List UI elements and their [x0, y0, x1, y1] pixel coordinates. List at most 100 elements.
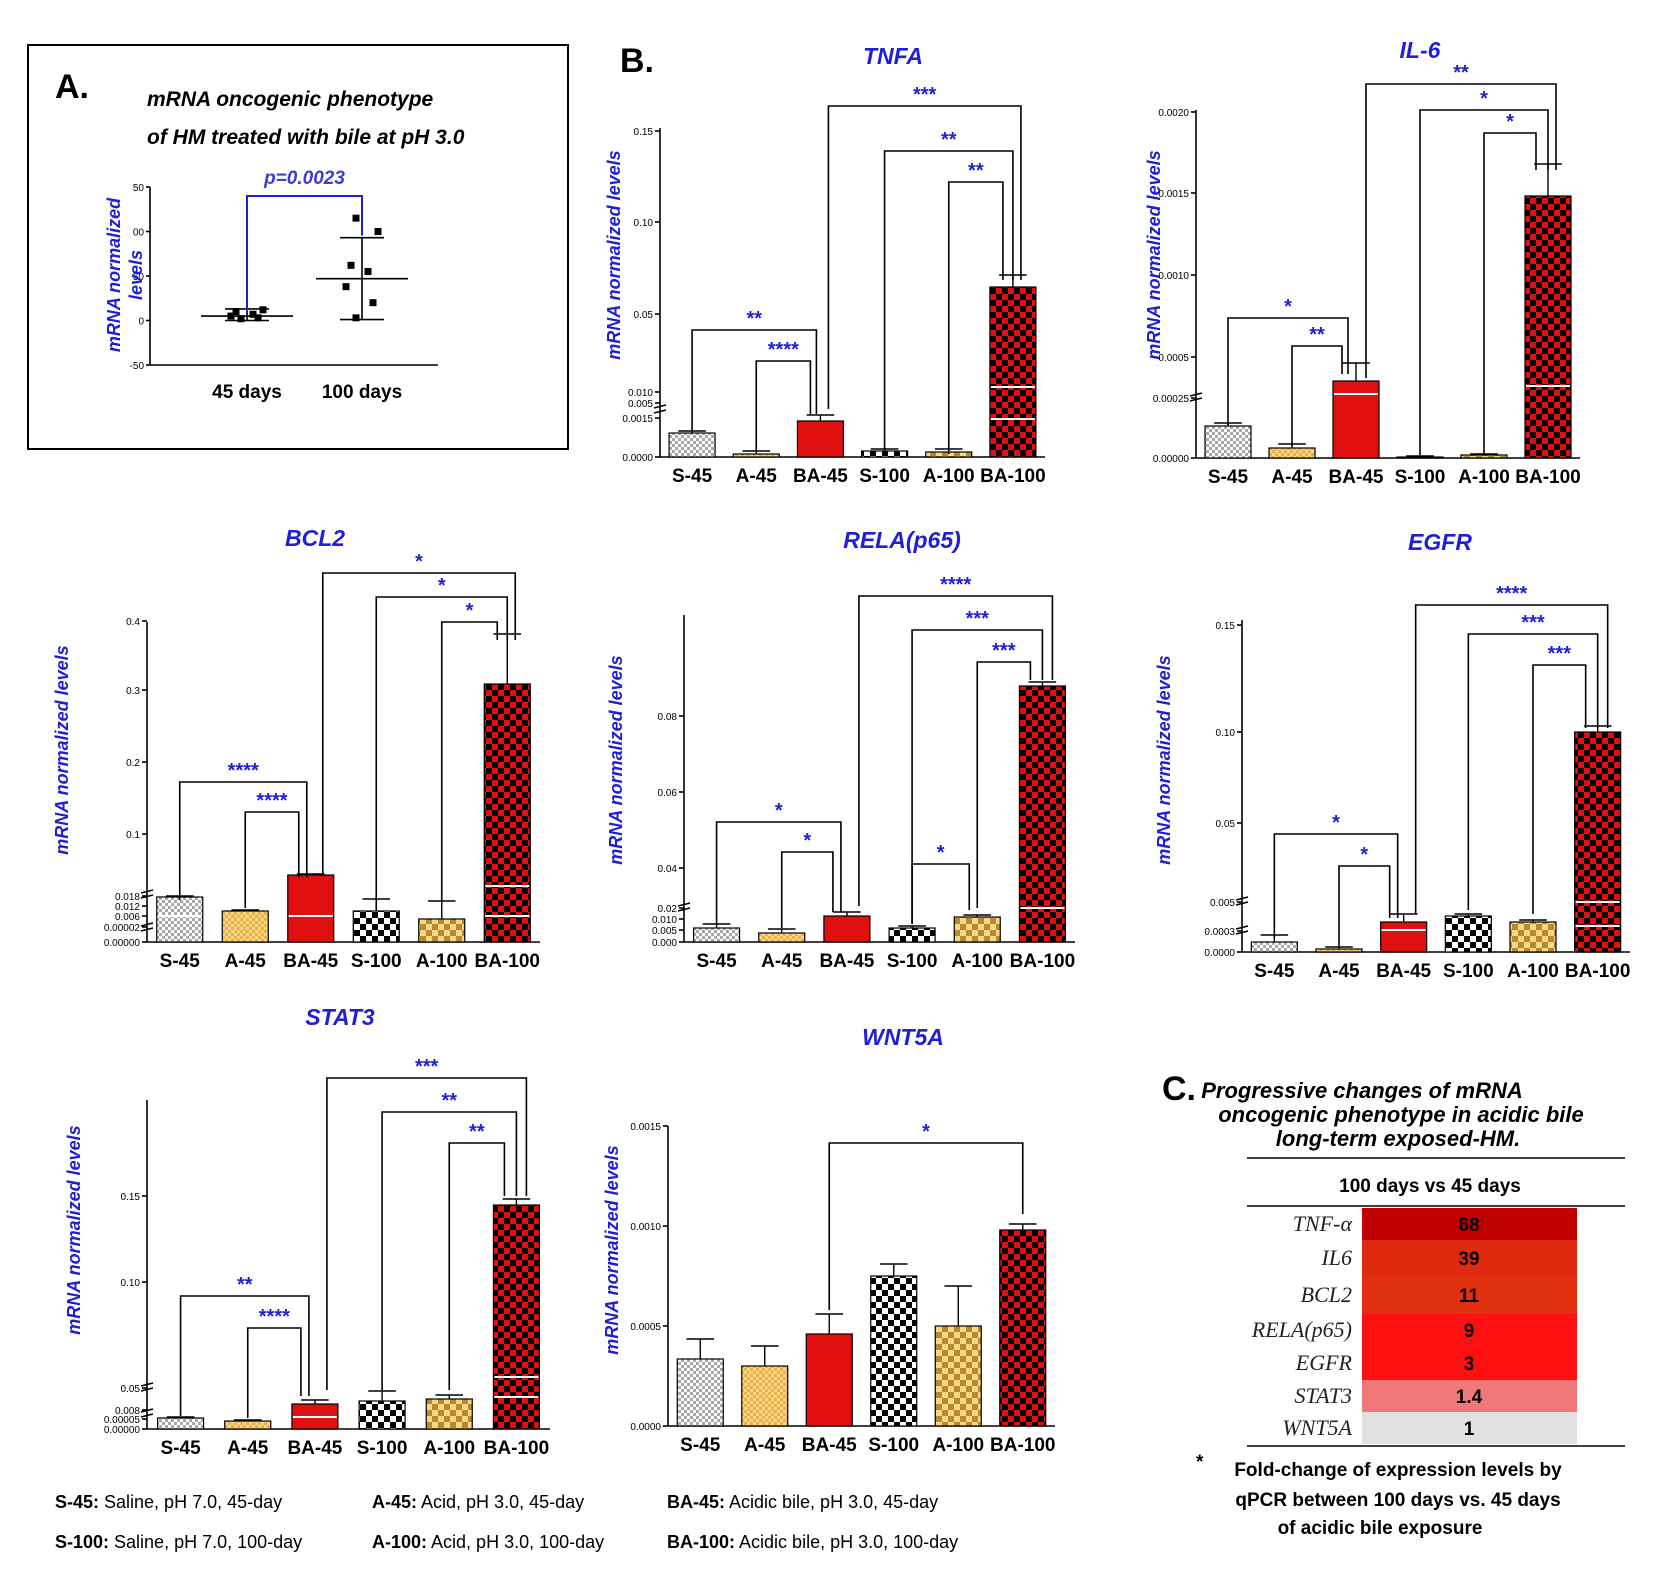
x-category-label: A-100	[1507, 961, 1559, 982]
fold-change-cell	[1362, 1208, 1577, 1240]
bar	[1460, 454, 1508, 459]
x-category-label: S-100	[351, 951, 402, 972]
x-category-label: S-100	[859, 466, 910, 487]
legend-entry: S-100: Saline, pH 7.0, 100-day	[55, 1532, 302, 1552]
significance-bracket	[1338, 865, 1391, 948]
x-category-label: BA-45	[802, 1435, 857, 1456]
y-tick-label: 0.00005	[104, 1415, 141, 1426]
chart-title: BCL2	[285, 525, 345, 551]
significance-bracket	[1419, 109, 1549, 455]
axis-break	[1235, 925, 1249, 930]
y-tick-label: 0.00000	[1153, 454, 1190, 465]
y-tick-label: 0.15	[634, 127, 654, 138]
y-tick-label: 0.05	[1216, 819, 1236, 830]
x-category-label: BA-100	[484, 1438, 549, 1459]
significance-bracket	[326, 1077, 528, 1390]
significance-label: *	[1480, 88, 1488, 110]
significance-label: ***	[992, 640, 1016, 662]
x-category-label: BA-45	[1376, 961, 1431, 982]
bar	[934, 1325, 982, 1427]
significance-label: ****	[228, 760, 259, 782]
x-category-label: BA-100	[980, 466, 1045, 487]
footnote-line: of acidic bile exposure	[1278, 1518, 1483, 1539]
y-axis-label: mRNA normalized levels	[104, 197, 146, 352]
bar	[668, 432, 716, 458]
significance-label: **	[1309, 324, 1325, 346]
bar-chart-egfr: EGFR mRNA normalized levels 0.0000 0.0003 0.…	[1154, 529, 1630, 982]
significance-bracket	[911, 863, 971, 924]
axis-break	[653, 404, 667, 409]
x-category-label: A-100	[416, 951, 468, 972]
fold-change-value: 3	[1464, 1354, 1475, 1375]
significance-label: *	[1332, 812, 1340, 834]
legend-desc: Acidic bile, pH 3.0, 100-day	[735, 1532, 958, 1552]
y-tick-label: 50	[133, 272, 145, 283]
bar	[287, 874, 335, 943]
bar	[358, 1400, 406, 1430]
significance-label: *	[1284, 296, 1292, 318]
x-category-label: A-100	[1458, 467, 1510, 488]
y-tick-label: 0.2	[126, 758, 140, 769]
legend-entry: A-100: Acid, pH 3.0, 100-day	[372, 1532, 604, 1552]
x-category-label: S-100	[1395, 467, 1446, 488]
significance-bracket	[1227, 317, 1349, 425]
bar	[492, 1204, 541, 1430]
axis-break	[140, 922, 154, 927]
y-tick-label: 0.0010	[630, 1222, 661, 1233]
bar	[1444, 915, 1492, 953]
panel-a-title: mRNA oncogenic phenotype	[147, 88, 434, 111]
legend-entry: BA-100: Acidic bile, pH 3.0, 100-day	[667, 1532, 958, 1552]
legend-desc: Acid, pH 3.0, 45-day	[417, 1492, 584, 1512]
significance-label: *	[922, 1121, 930, 1143]
y-tick-label: 0.10	[1216, 728, 1236, 739]
x-category-label: A-45	[736, 466, 778, 487]
bar	[1524, 195, 1572, 459]
y-axis-label-line: levels	[126, 250, 146, 300]
gene-name: BCL2	[1301, 1282, 1352, 1307]
significance-bracket	[375, 596, 509, 910]
significance-label: *	[775, 800, 783, 822]
legend-code: A-100:	[372, 1532, 427, 1552]
significance-label: **	[941, 129, 957, 151]
significance-label: ***	[913, 84, 937, 106]
bar	[1574, 731, 1622, 953]
table-header: 100 days vs 45 days	[1339, 1176, 1521, 1197]
y-tick-label: 0.008	[115, 1406, 140, 1417]
chart-title: STAT3	[305, 1004, 375, 1030]
significance-label: ****	[1496, 583, 1527, 605]
axis-break	[1235, 896, 1249, 901]
x-category-label: BA-45	[1329, 467, 1384, 488]
data-point	[374, 228, 382, 235]
x-category-label: 45 days	[212, 382, 282, 403]
significance-bracket	[1273, 833, 1399, 938]
axis-break	[140, 1387, 154, 1392]
y-tick-label: 0.08	[658, 712, 678, 723]
data-point	[254, 314, 262, 322]
data-point	[364, 268, 372, 276]
y-tick-label: 0.0015	[1158, 189, 1189, 200]
x-category-label: A-45	[227, 1438, 269, 1459]
significance-bracket	[178, 781, 308, 900]
data-point	[342, 283, 350, 291]
legend-desc: Acidic bile, pH 3.0, 45-day	[725, 1492, 938, 1512]
y-tick-label: 0.04	[658, 864, 678, 875]
significance-label: *	[415, 551, 423, 573]
significance-bracket	[321, 572, 517, 876]
significance-bracket	[1365, 83, 1557, 378]
x-category-label: A-100	[951, 951, 1003, 972]
bar	[989, 286, 1037, 458]
significance-label: *	[438, 575, 446, 597]
gene-name: EGFR	[1295, 1350, 1353, 1375]
y-tick-label: 0.010	[652, 915, 677, 926]
significance-bracket	[381, 1111, 518, 1390]
x-category-label: S-45	[1254, 961, 1295, 982]
significance-bracket	[858, 595, 1054, 906]
bar	[1315, 948, 1363, 953]
axis-break	[653, 409, 667, 414]
y-axis-label: mRNA normalized levels	[1154, 655, 1174, 864]
significance-label: ****	[256, 790, 287, 812]
x-category-label: A-100	[923, 466, 975, 487]
legend-code: S-45:	[55, 1492, 99, 1512]
